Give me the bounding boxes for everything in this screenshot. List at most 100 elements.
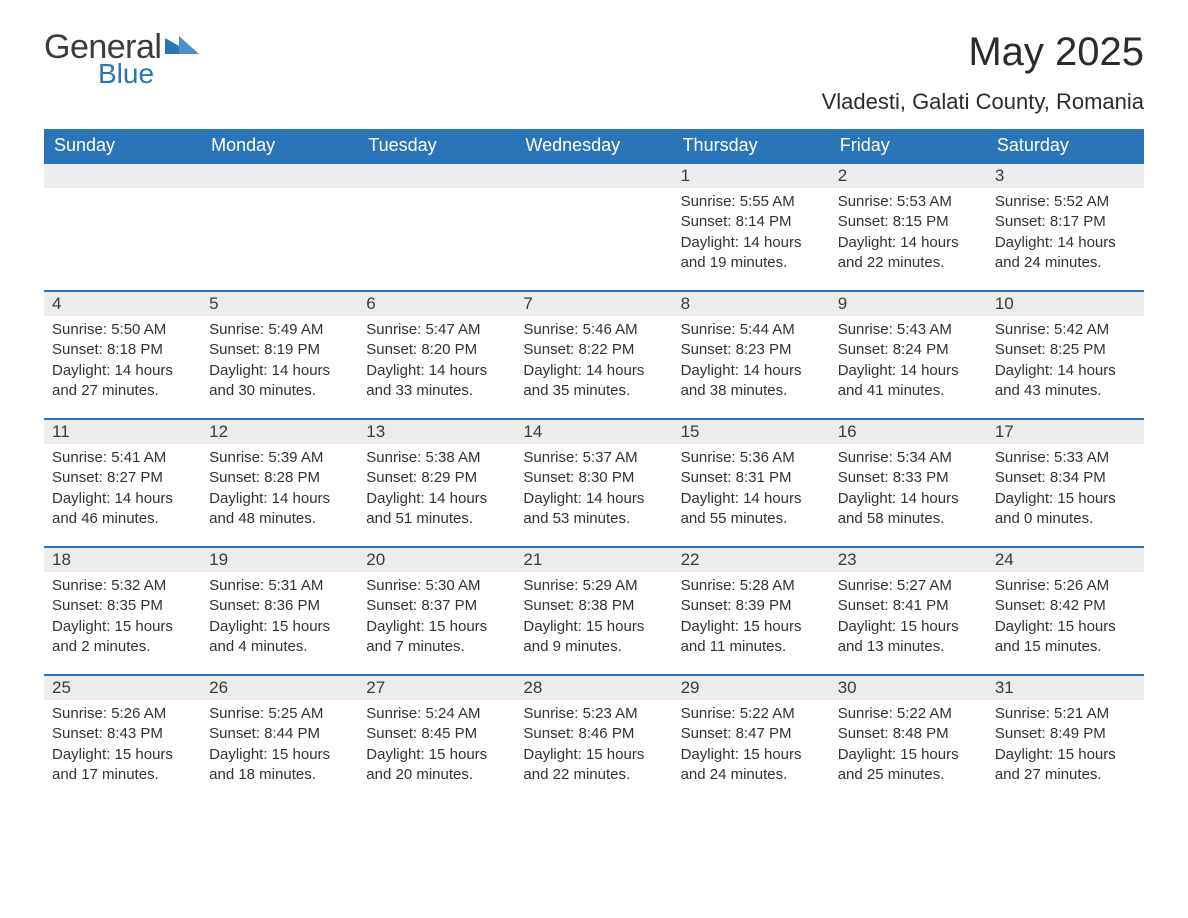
calendar-cell: 23Sunrise: 5:27 AMSunset: 8:41 PMDayligh… xyxy=(830,546,987,674)
sunset-line: Sunset: 8:23 PM xyxy=(681,340,822,360)
day-body: Sunrise: 5:22 AMSunset: 8:47 PMDaylight:… xyxy=(673,700,830,791)
sunset-line: Sunset: 8:15 PM xyxy=(838,212,979,232)
day-body: Sunrise: 5:26 AMSunset: 8:42 PMDaylight:… xyxy=(987,572,1144,663)
calendar-cell: 11Sunrise: 5:41 AMSunset: 8:27 PMDayligh… xyxy=(44,418,201,546)
weekday-header: Wednesday xyxy=(515,129,672,162)
sunset-line: Sunset: 8:27 PM xyxy=(52,468,193,488)
calendar-cell: 21Sunrise: 5:29 AMSunset: 8:38 PMDayligh… xyxy=(515,546,672,674)
calendar-cell: 20Sunrise: 5:30 AMSunset: 8:37 PMDayligh… xyxy=(358,546,515,674)
calendar-cell: 4Sunrise: 5:50 AMSunset: 8:18 PMDaylight… xyxy=(44,290,201,418)
day-number xyxy=(358,162,515,188)
day-body: Sunrise: 5:31 AMSunset: 8:36 PMDaylight:… xyxy=(201,572,358,663)
sunset-line: Sunset: 8:30 PM xyxy=(523,468,664,488)
day-body xyxy=(44,188,201,198)
daylight-line: Daylight: 14 hours and 33 minutes. xyxy=(366,361,507,402)
sunset-line: Sunset: 8:22 PM xyxy=(523,340,664,360)
sunset-line: Sunset: 8:41 PM xyxy=(838,596,979,616)
sunrise-line: Sunrise: 5:55 AM xyxy=(681,192,822,212)
calendar-cell: 24Sunrise: 5:26 AMSunset: 8:42 PMDayligh… xyxy=(987,546,1144,674)
calendar-cell: 18Sunrise: 5:32 AMSunset: 8:35 PMDayligh… xyxy=(44,546,201,674)
calendar-cell: 3Sunrise: 5:52 AMSunset: 8:17 PMDaylight… xyxy=(987,162,1144,290)
sunrise-line: Sunrise: 5:39 AM xyxy=(209,448,350,468)
day-number: 22 xyxy=(673,546,830,572)
day-body: Sunrise: 5:37 AMSunset: 8:30 PMDaylight:… xyxy=(515,444,672,535)
daylight-line: Daylight: 15 hours and 24 minutes. xyxy=(681,745,822,786)
sunset-line: Sunset: 8:33 PM xyxy=(838,468,979,488)
daylight-line: Daylight: 14 hours and 35 minutes. xyxy=(523,361,664,402)
calendar-cell: 15Sunrise: 5:36 AMSunset: 8:31 PMDayligh… xyxy=(673,418,830,546)
day-number xyxy=(44,162,201,188)
calendar-week: 18Sunrise: 5:32 AMSunset: 8:35 PMDayligh… xyxy=(44,546,1144,674)
daylight-line: Daylight: 14 hours and 27 minutes. xyxy=(52,361,193,402)
day-body: Sunrise: 5:42 AMSunset: 8:25 PMDaylight:… xyxy=(987,316,1144,407)
daylight-line: Daylight: 14 hours and 22 minutes. xyxy=(838,233,979,274)
calendar-cell: 7Sunrise: 5:46 AMSunset: 8:22 PMDaylight… xyxy=(515,290,672,418)
day-number: 13 xyxy=(358,418,515,444)
sunrise-line: Sunrise: 5:26 AM xyxy=(995,576,1136,596)
daylight-line: Daylight: 15 hours and 27 minutes. xyxy=(995,745,1136,786)
calendar-cell: 8Sunrise: 5:44 AMSunset: 8:23 PMDaylight… xyxy=(673,290,830,418)
sunset-line: Sunset: 8:36 PM xyxy=(209,596,350,616)
daylight-line: Daylight: 14 hours and 19 minutes. xyxy=(681,233,822,274)
sunset-line: Sunset: 8:49 PM xyxy=(995,724,1136,744)
day-body: Sunrise: 5:25 AMSunset: 8:44 PMDaylight:… xyxy=(201,700,358,791)
location-subtitle: Vladesti, Galati County, Romania xyxy=(822,89,1144,115)
daylight-line: Daylight: 15 hours and 18 minutes. xyxy=(209,745,350,786)
day-number xyxy=(515,162,672,188)
daylight-line: Daylight: 14 hours and 41 minutes. xyxy=(838,361,979,402)
sunset-line: Sunset: 8:43 PM xyxy=(52,724,193,744)
calendar-cell xyxy=(358,162,515,290)
day-body: Sunrise: 5:53 AMSunset: 8:15 PMDaylight:… xyxy=(830,188,987,279)
day-body: Sunrise: 5:33 AMSunset: 8:34 PMDaylight:… xyxy=(987,444,1144,535)
day-body: Sunrise: 5:38 AMSunset: 8:29 PMDaylight:… xyxy=(358,444,515,535)
sunset-line: Sunset: 8:14 PM xyxy=(681,212,822,232)
weekday-header-row: SundayMondayTuesdayWednesdayThursdayFrid… xyxy=(44,129,1144,162)
day-body: Sunrise: 5:43 AMSunset: 8:24 PMDaylight:… xyxy=(830,316,987,407)
day-number: 5 xyxy=(201,290,358,316)
sunset-line: Sunset: 8:42 PM xyxy=(995,596,1136,616)
day-body: Sunrise: 5:47 AMSunset: 8:20 PMDaylight:… xyxy=(358,316,515,407)
calendar-cell: 2Sunrise: 5:53 AMSunset: 8:15 PMDaylight… xyxy=(830,162,987,290)
sunrise-line: Sunrise: 5:23 AM xyxy=(523,704,664,724)
day-number: 26 xyxy=(201,674,358,700)
day-body: Sunrise: 5:22 AMSunset: 8:48 PMDaylight:… xyxy=(830,700,987,791)
sunset-line: Sunset: 8:34 PM xyxy=(995,468,1136,488)
calendar-cell: 29Sunrise: 5:22 AMSunset: 8:47 PMDayligh… xyxy=(673,674,830,802)
day-number: 10 xyxy=(987,290,1144,316)
day-number: 18 xyxy=(44,546,201,572)
day-number: 7 xyxy=(515,290,672,316)
calendar-body: 1Sunrise: 5:55 AMSunset: 8:14 PMDaylight… xyxy=(44,162,1144,802)
sunrise-line: Sunrise: 5:33 AM xyxy=(995,448,1136,468)
weekday-header: Saturday xyxy=(987,129,1144,162)
weekday-header: Thursday xyxy=(673,129,830,162)
day-number: 31 xyxy=(987,674,1144,700)
daylight-line: Daylight: 14 hours and 46 minutes. xyxy=(52,489,193,530)
sunset-line: Sunset: 8:47 PM xyxy=(681,724,822,744)
calendar-cell: 31 Sunrise: 5:21 AMSunset: 8:49 PMDayligh… xyxy=(987,674,1144,802)
day-body: Sunrise: 5:46 AMSunset: 8:22 PMDaylight:… xyxy=(515,316,672,407)
day-body xyxy=(201,188,358,198)
sunrise-line: Sunrise: 5:44 AM xyxy=(681,320,822,340)
day-body: Sunrise: 5:39 AMSunset: 8:28 PMDaylight:… xyxy=(201,444,358,535)
day-body: Sunrise: 5:27 AMSunset: 8:41 PMDaylight:… xyxy=(830,572,987,663)
daylight-line: Daylight: 15 hours and 2 minutes. xyxy=(52,617,193,658)
day-body: Sunrise: 5:41 AMSunset: 8:27 PMDaylight:… xyxy=(44,444,201,535)
sunrise-line: Sunrise: 5:21 AM xyxy=(995,704,1136,724)
day-body: Sunrise: 5:24 AMSunset: 8:45 PMDaylight:… xyxy=(358,700,515,791)
calendar-cell: 30Sunrise: 5:22 AMSunset: 8:48 PMDayligh… xyxy=(830,674,987,802)
day-number: 9 xyxy=(830,290,987,316)
sunrise-line: Sunrise: 5:47 AM xyxy=(366,320,507,340)
day-body: Sunrise: 5:26 AMSunset: 8:43 PMDaylight:… xyxy=(44,700,201,791)
sunset-line: Sunset: 8:48 PM xyxy=(838,724,979,744)
daylight-line: Daylight: 14 hours and 30 minutes. xyxy=(209,361,350,402)
day-number: 28 xyxy=(515,674,672,700)
daylight-line: Daylight: 14 hours and 53 minutes. xyxy=(523,489,664,530)
daylight-line: Daylight: 14 hours and 48 minutes. xyxy=(209,489,350,530)
day-body: Sunrise: 5:23 AMSunset: 8:46 PMDaylight:… xyxy=(515,700,672,791)
sunrise-line: Sunrise: 5:38 AM xyxy=(366,448,507,468)
flag-icon xyxy=(165,36,199,65)
day-body: Sunrise: 5:34 AMSunset: 8:33 PMDaylight:… xyxy=(830,444,987,535)
sunset-line: Sunset: 8:25 PM xyxy=(995,340,1136,360)
day-number: 19 xyxy=(201,546,358,572)
sunset-line: Sunset: 8:19 PM xyxy=(209,340,350,360)
